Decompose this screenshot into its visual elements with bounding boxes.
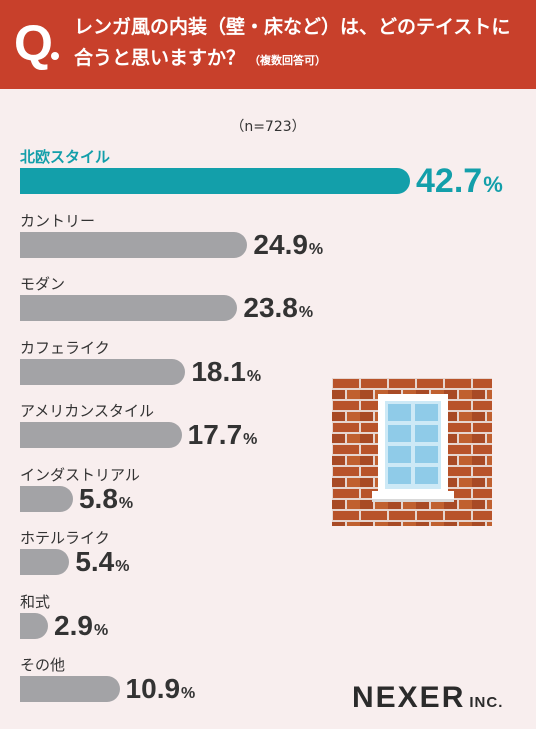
brick-wall-window-illustration [332, 378, 492, 526]
bar [20, 612, 48, 639]
value-label: 5.8% [78, 482, 134, 519]
value-label: 23.8% [243, 293, 313, 328]
value-number: 5.8 [78, 482, 118, 514]
value-label: 18.1% [191, 355, 262, 392]
bar [20, 485, 73, 512]
bar [20, 295, 238, 321]
category-label: カフェライク [20, 338, 110, 357]
value-unit: % [243, 431, 258, 448]
value-label: 10.9% [126, 674, 196, 709]
value-number: 17.7 [187, 419, 243, 450]
value-label: 5.4% [75, 547, 129, 582]
category-label: カントリー [20, 211, 96, 230]
value-number: 42.7 [416, 162, 483, 200]
category-label: その他 [20, 656, 66, 674]
value-unit: % [115, 558, 130, 575]
category-label: アメリカンスタイル [20, 402, 154, 420]
bar [20, 168, 410, 194]
value-label: 17.7% [188, 420, 258, 455]
value-label: 24.9% [253, 228, 324, 265]
value-unit: % [93, 621, 109, 639]
value-unit: % [118, 494, 134, 512]
value-label: 42.7% [416, 163, 503, 203]
category-label: 北欧スタイル [20, 148, 111, 166]
logo-suffix: INC. [469, 694, 504, 711]
category-label: モダン [20, 275, 66, 293]
value-label: 2.9% [54, 609, 109, 646]
value-number: 23.8 [243, 292, 298, 323]
logo-name: NEXER [352, 681, 466, 714]
question-text-line1: レンガ風の内装（壁・床など）は、どのテイストに [74, 16, 511, 38]
sample-size: （n=723） [230, 119, 306, 135]
question-mark-dot [51, 52, 59, 60]
bar [20, 676, 120, 702]
question-text-line2-main: 合うと思いますか？ [74, 47, 246, 69]
value-number: 24.9 [253, 228, 308, 260]
bar [20, 422, 182, 448]
bar [20, 231, 248, 258]
category-label: インダストリアル [20, 465, 140, 484]
value-unit: % [181, 685, 196, 702]
question-mark: Q [14, 15, 53, 71]
question-header: Q レンガ風の内装（壁・床など）は、どのテイストに 合うと思いますか？ （複数回答… [0, 0, 536, 89]
category-label: ホテルライク [20, 529, 110, 547]
nexer-logo: NEXER INC. [352, 681, 503, 715]
value-unit: % [483, 172, 503, 197]
value-unit: % [246, 367, 262, 385]
question-text-line2: 合うと思いますか？ （複数回答可） [74, 45, 326, 74]
value-number: 2.9 [54, 609, 93, 641]
bar [20, 549, 70, 575]
category-label: 和式 [20, 592, 51, 611]
value-number: 5.4 [75, 546, 115, 577]
value-unit: % [308, 240, 324, 258]
question-note: （複数回答可） [249, 54, 327, 67]
value-number: 18.1 [191, 355, 246, 387]
bar [20, 358, 186, 385]
value-number: 10.9 [125, 673, 181, 704]
value-unit: % [298, 304, 314, 321]
